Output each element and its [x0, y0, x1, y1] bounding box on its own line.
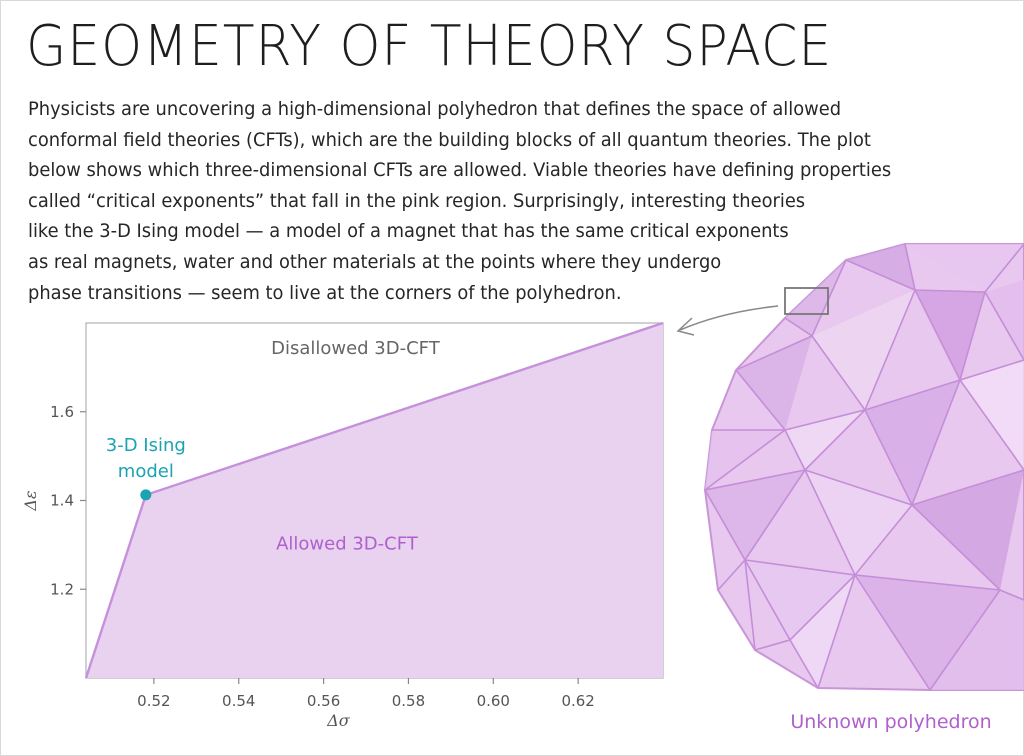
allowed-region: [86, 323, 663, 678]
x-tick-label: 0.56: [307, 692, 340, 710]
y-axis-ticks: 1.2 1.4 1.6: [50, 403, 86, 598]
x-axis-ticks: 0.52 0.54 0.56 0.58 0.60 0.62: [137, 678, 595, 710]
y-tick-label: 1.4: [50, 492, 74, 510]
y-tick-label: 1.2: [50, 580, 74, 598]
x-axis-label: Δσ: [326, 711, 351, 730]
x-tick-label: 0.58: [392, 692, 425, 710]
y-axis-label: Δε: [21, 490, 40, 511]
y-tick-label: 1.6: [50, 403, 74, 421]
x-tick-label: 0.54: [222, 692, 255, 710]
zoom-arrowhead: [676, 317, 695, 336]
x-tick-label: 0.52: [137, 692, 170, 710]
page-title: GEOMETRY OF THEORY SPACE: [26, 14, 833, 79]
polyhedron-label: Unknown polyhedron: [790, 711, 991, 733]
allowed-region-label: Allowed 3D-CFT: [276, 533, 419, 554]
x-tick-label: 0.60: [477, 692, 510, 710]
disallowed-region-label: Disallowed 3D-CFT: [271, 338, 441, 359]
ising-model-label: 3-D Ising: [106, 435, 186, 456]
polyhedron-facets: [705, 244, 1024, 690]
ising-model-label-line2: model: [118, 461, 174, 482]
intro-paragraph: Physicists are uncovering a high-dimensi…: [28, 98, 892, 304]
x-tick-label: 0.62: [561, 692, 594, 710]
zoom-box: [784, 287, 829, 315]
ising-model-point: [140, 489, 152, 501]
zoom-arrow: [679, 305, 779, 331]
theory-space-chart: 0.52 0.54 0.56 0.58 0.60 0.62 1.2 1.4 1.6 3-D I…: [21, 321, 664, 730]
polyhedron-illustration: [676, 243, 1024, 691]
